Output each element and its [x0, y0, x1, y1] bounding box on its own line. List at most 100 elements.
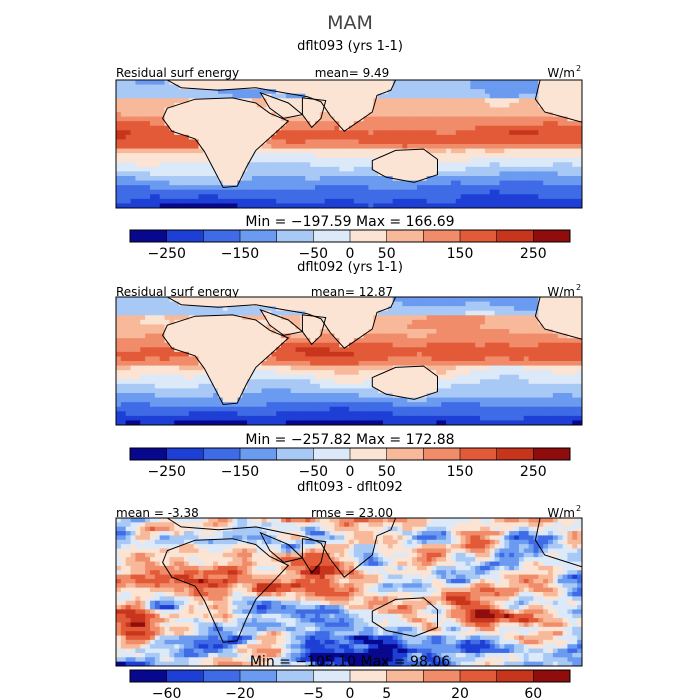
map-cell — [441, 306, 447, 312]
map-cell — [334, 134, 340, 140]
map-cell — [232, 351, 238, 357]
map-cell — [577, 98, 583, 104]
map-cell — [290, 397, 296, 403]
map-cell — [548, 121, 554, 127]
map-cell — [572, 393, 578, 398]
map-cell — [266, 180, 272, 186]
map-cell — [577, 319, 583, 325]
map-cell — [232, 374, 238, 380]
map-cell — [387, 125, 394, 131]
map-cell — [557, 194, 563, 200]
map-cell — [397, 361, 403, 366]
map-cell — [397, 130, 403, 136]
map-cell — [353, 180, 360, 186]
map-cell — [387, 351, 394, 357]
map-cell — [198, 112, 204, 117]
map-cell — [203, 393, 209, 398]
map-cell — [237, 379, 243, 385]
map-cell — [251, 162, 258, 168]
map-cell — [285, 306, 292, 312]
map-cell — [480, 148, 486, 154]
map-cell — [334, 315, 340, 321]
map-cell — [402, 315, 408, 321]
map-cell — [140, 80, 146, 85]
map-cell — [543, 121, 549, 127]
map-cell — [528, 80, 534, 85]
map-cell — [344, 176, 350, 181]
map-cell — [251, 351, 258, 357]
map-cell — [295, 342, 301, 348]
map-cell — [140, 397, 146, 403]
map-cell — [130, 203, 136, 209]
map-cell — [281, 166, 287, 172]
map-cell — [290, 185, 296, 191]
map-cell — [378, 176, 384, 181]
map-cell — [450, 166, 457, 172]
map-cell — [281, 310, 287, 316]
map-cell — [412, 324, 418, 330]
map-cell — [125, 319, 131, 325]
map-cell — [392, 198, 398, 204]
map-cell — [557, 315, 563, 321]
map-cell — [344, 393, 350, 398]
map-cell — [319, 185, 326, 191]
map-cell — [499, 351, 505, 357]
map-cell — [349, 121, 355, 127]
map-cell — [251, 324, 258, 330]
map-cell — [281, 198, 287, 204]
map-cell — [489, 134, 496, 140]
map-cell — [387, 102, 394, 108]
map-cell — [120, 166, 127, 172]
map-cell — [402, 297, 408, 302]
map-cell — [450, 198, 457, 204]
map-cell — [470, 351, 476, 357]
map-cell — [271, 388, 277, 394]
map-cell — [514, 112, 520, 117]
map-cell — [577, 125, 583, 131]
map-cell — [227, 166, 233, 172]
map-cell — [295, 365, 301, 371]
map-cell — [368, 356, 374, 362]
map-cell — [387, 180, 394, 186]
map-cell — [203, 351, 209, 357]
map-cell — [310, 98, 316, 104]
map-cell — [232, 180, 238, 186]
map-cell — [271, 393, 277, 398]
map-cell — [426, 80, 432, 85]
map-cell — [261, 379, 267, 385]
map-cell — [392, 171, 398, 177]
map-cell — [509, 166, 515, 172]
map-cell — [523, 333, 529, 339]
map-cell — [198, 333, 204, 339]
map-cell — [300, 319, 306, 325]
map-cell — [140, 356, 146, 362]
map-cell — [557, 310, 563, 316]
map-cell — [140, 351, 146, 357]
map-cell — [179, 189, 185, 195]
map-cell — [480, 342, 486, 348]
map-cell — [174, 393, 180, 398]
map-cell — [334, 397, 340, 403]
map-cell — [188, 189, 195, 195]
map-cell — [213, 116, 219, 122]
map-cell — [120, 393, 127, 398]
map-cell — [116, 130, 122, 136]
map-cell — [533, 333, 539, 339]
map-cell — [349, 98, 355, 104]
map-cell — [154, 383, 161, 389]
map-cell — [251, 388, 258, 394]
map-cell — [208, 297, 214, 302]
map-cell — [140, 176, 146, 181]
map-cell — [183, 361, 190, 366]
map-cell — [373, 185, 379, 191]
map-cell — [305, 121, 311, 127]
map-cell — [300, 89, 306, 95]
map-cell — [557, 383, 563, 389]
map-cell — [319, 80, 326, 85]
map-cell — [164, 383, 170, 389]
map-cell — [310, 107, 316, 113]
map-cell — [460, 370, 466, 376]
map-cell — [518, 102, 525, 108]
map-cell — [344, 84, 350, 90]
map-cell — [446, 297, 452, 302]
